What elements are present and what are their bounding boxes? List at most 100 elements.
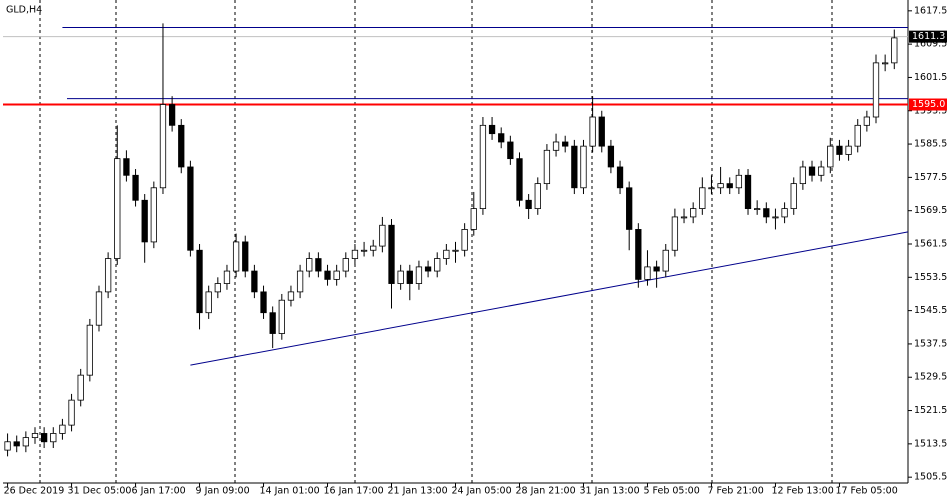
price-label-box bbox=[909, 30, 947, 43]
candle-body bbox=[479, 124, 487, 210]
candle-body bbox=[260, 291, 267, 314]
candle-body bbox=[488, 124, 496, 135]
candle-body bbox=[388, 224, 395, 284]
y-tick-label: 1505.5 bbox=[914, 472, 947, 483]
x-tick-label: 17 Feb 05:00 bbox=[835, 486, 897, 497]
candle-body bbox=[269, 312, 276, 334]
candle-body bbox=[443, 249, 450, 259]
y-tick-label: 1561.5 bbox=[914, 238, 947, 249]
candle-body bbox=[671, 216, 679, 251]
candle-body bbox=[534, 183, 541, 210]
y-tick-label: 1529.5 bbox=[914, 372, 947, 383]
candle-body bbox=[735, 174, 743, 189]
x-tick-label: 28 Jan 21:00 bbox=[515, 486, 575, 497]
x-tick-label: 6 Jan 17:00 bbox=[132, 486, 186, 497]
candle-body bbox=[196, 249, 203, 314]
candle-body bbox=[562, 141, 569, 147]
candle-body bbox=[324, 270, 331, 280]
candle-body bbox=[370, 245, 377, 251]
candle-body bbox=[95, 291, 103, 326]
candle-body bbox=[790, 183, 797, 210]
y-tick-label: 1577.5 bbox=[914, 172, 947, 183]
candle-body bbox=[818, 166, 825, 176]
candle-body bbox=[845, 145, 852, 155]
candle-body bbox=[863, 116, 871, 126]
x-tick-label: 7 Feb 21:00 bbox=[707, 486, 763, 497]
candle-body bbox=[781, 208, 788, 218]
candle-body bbox=[799, 166, 807, 185]
level-label: 1595.0 bbox=[912, 99, 945, 110]
y-tick-label: 1593.5 bbox=[914, 105, 947, 116]
candle-body bbox=[287, 291, 295, 301]
candle-body bbox=[132, 174, 139, 201]
candle-body bbox=[616, 166, 624, 189]
candle-body bbox=[333, 270, 340, 280]
candle-body bbox=[31, 433, 39, 439]
candle-body bbox=[461, 229, 468, 251]
candle-body bbox=[607, 145, 615, 168]
candle-body bbox=[635, 229, 642, 280]
candle-body bbox=[891, 37, 898, 64]
x-tick-label: 31 Dec 05:00 bbox=[68, 486, 132, 497]
candle-body bbox=[168, 104, 176, 126]
candle-body bbox=[205, 291, 212, 314]
x-tick-label: 26 Dec 2019 bbox=[4, 486, 65, 497]
candle-body bbox=[123, 158, 130, 176]
candle-body bbox=[406, 270, 413, 284]
candle-body bbox=[68, 399, 75, 426]
candle-body bbox=[543, 149, 551, 185]
candle-body bbox=[415, 266, 423, 284]
candle-body bbox=[315, 258, 322, 272]
candle-body bbox=[306, 258, 313, 272]
vertical-grid bbox=[39, 0, 833, 483]
candle-body bbox=[580, 145, 587, 189]
candle-body bbox=[141, 199, 148, 243]
candle-body bbox=[114, 158, 121, 259]
candle-body bbox=[77, 374, 84, 401]
y-tick-label: 1569.5 bbox=[914, 205, 947, 216]
y-tick-label: 1585.5 bbox=[914, 139, 947, 150]
candle-body bbox=[552, 141, 560, 151]
candle-body bbox=[59, 424, 66, 434]
candle-body bbox=[351, 249, 359, 259]
candle-body bbox=[708, 187, 715, 190]
y-tick-label: 1513.5 bbox=[914, 438, 947, 449]
candle-body bbox=[717, 183, 724, 189]
candle-body bbox=[598, 116, 605, 147]
x-tick-label: 5 Feb 05:00 bbox=[643, 486, 699, 497]
candle-body bbox=[872, 62, 880, 118]
x-tick-label: 16 Jan 17:00 bbox=[324, 486, 384, 497]
candle-body bbox=[653, 266, 660, 272]
candle-body bbox=[434, 258, 441, 272]
x-tick-label: 14 Jan 01:00 bbox=[260, 486, 320, 497]
y-tick-label: 1537.5 bbox=[914, 338, 947, 349]
candle-body bbox=[397, 270, 404, 284]
candle-body bbox=[40, 433, 48, 443]
candle-body bbox=[882, 62, 889, 65]
candle-body bbox=[571, 145, 578, 189]
candle-body bbox=[452, 249, 459, 252]
y-tick-label: 1521.5 bbox=[914, 405, 947, 416]
candle-body bbox=[507, 141, 514, 160]
candle-body bbox=[589, 116, 596, 147]
candle-body bbox=[680, 216, 688, 219]
candle-body bbox=[379, 224, 386, 247]
level-label-box bbox=[909, 98, 947, 111]
candle-body bbox=[516, 158, 523, 201]
candle-body bbox=[150, 187, 157, 243]
candle-body bbox=[232, 241, 240, 272]
candle-body bbox=[242, 241, 249, 272]
candle-body bbox=[525, 199, 532, 210]
candle-body bbox=[424, 266, 432, 272]
candle-body bbox=[827, 145, 834, 168]
candle-body bbox=[223, 270, 231, 284]
candle-body bbox=[187, 166, 194, 251]
candle-body bbox=[644, 266, 651, 280]
candle-body bbox=[690, 208, 697, 218]
candle-body bbox=[251, 270, 258, 293]
candle-body bbox=[50, 433, 57, 443]
candle-body bbox=[214, 283, 221, 293]
y-tick-label: 1553.5 bbox=[914, 272, 947, 283]
candle-body bbox=[296, 270, 304, 293]
